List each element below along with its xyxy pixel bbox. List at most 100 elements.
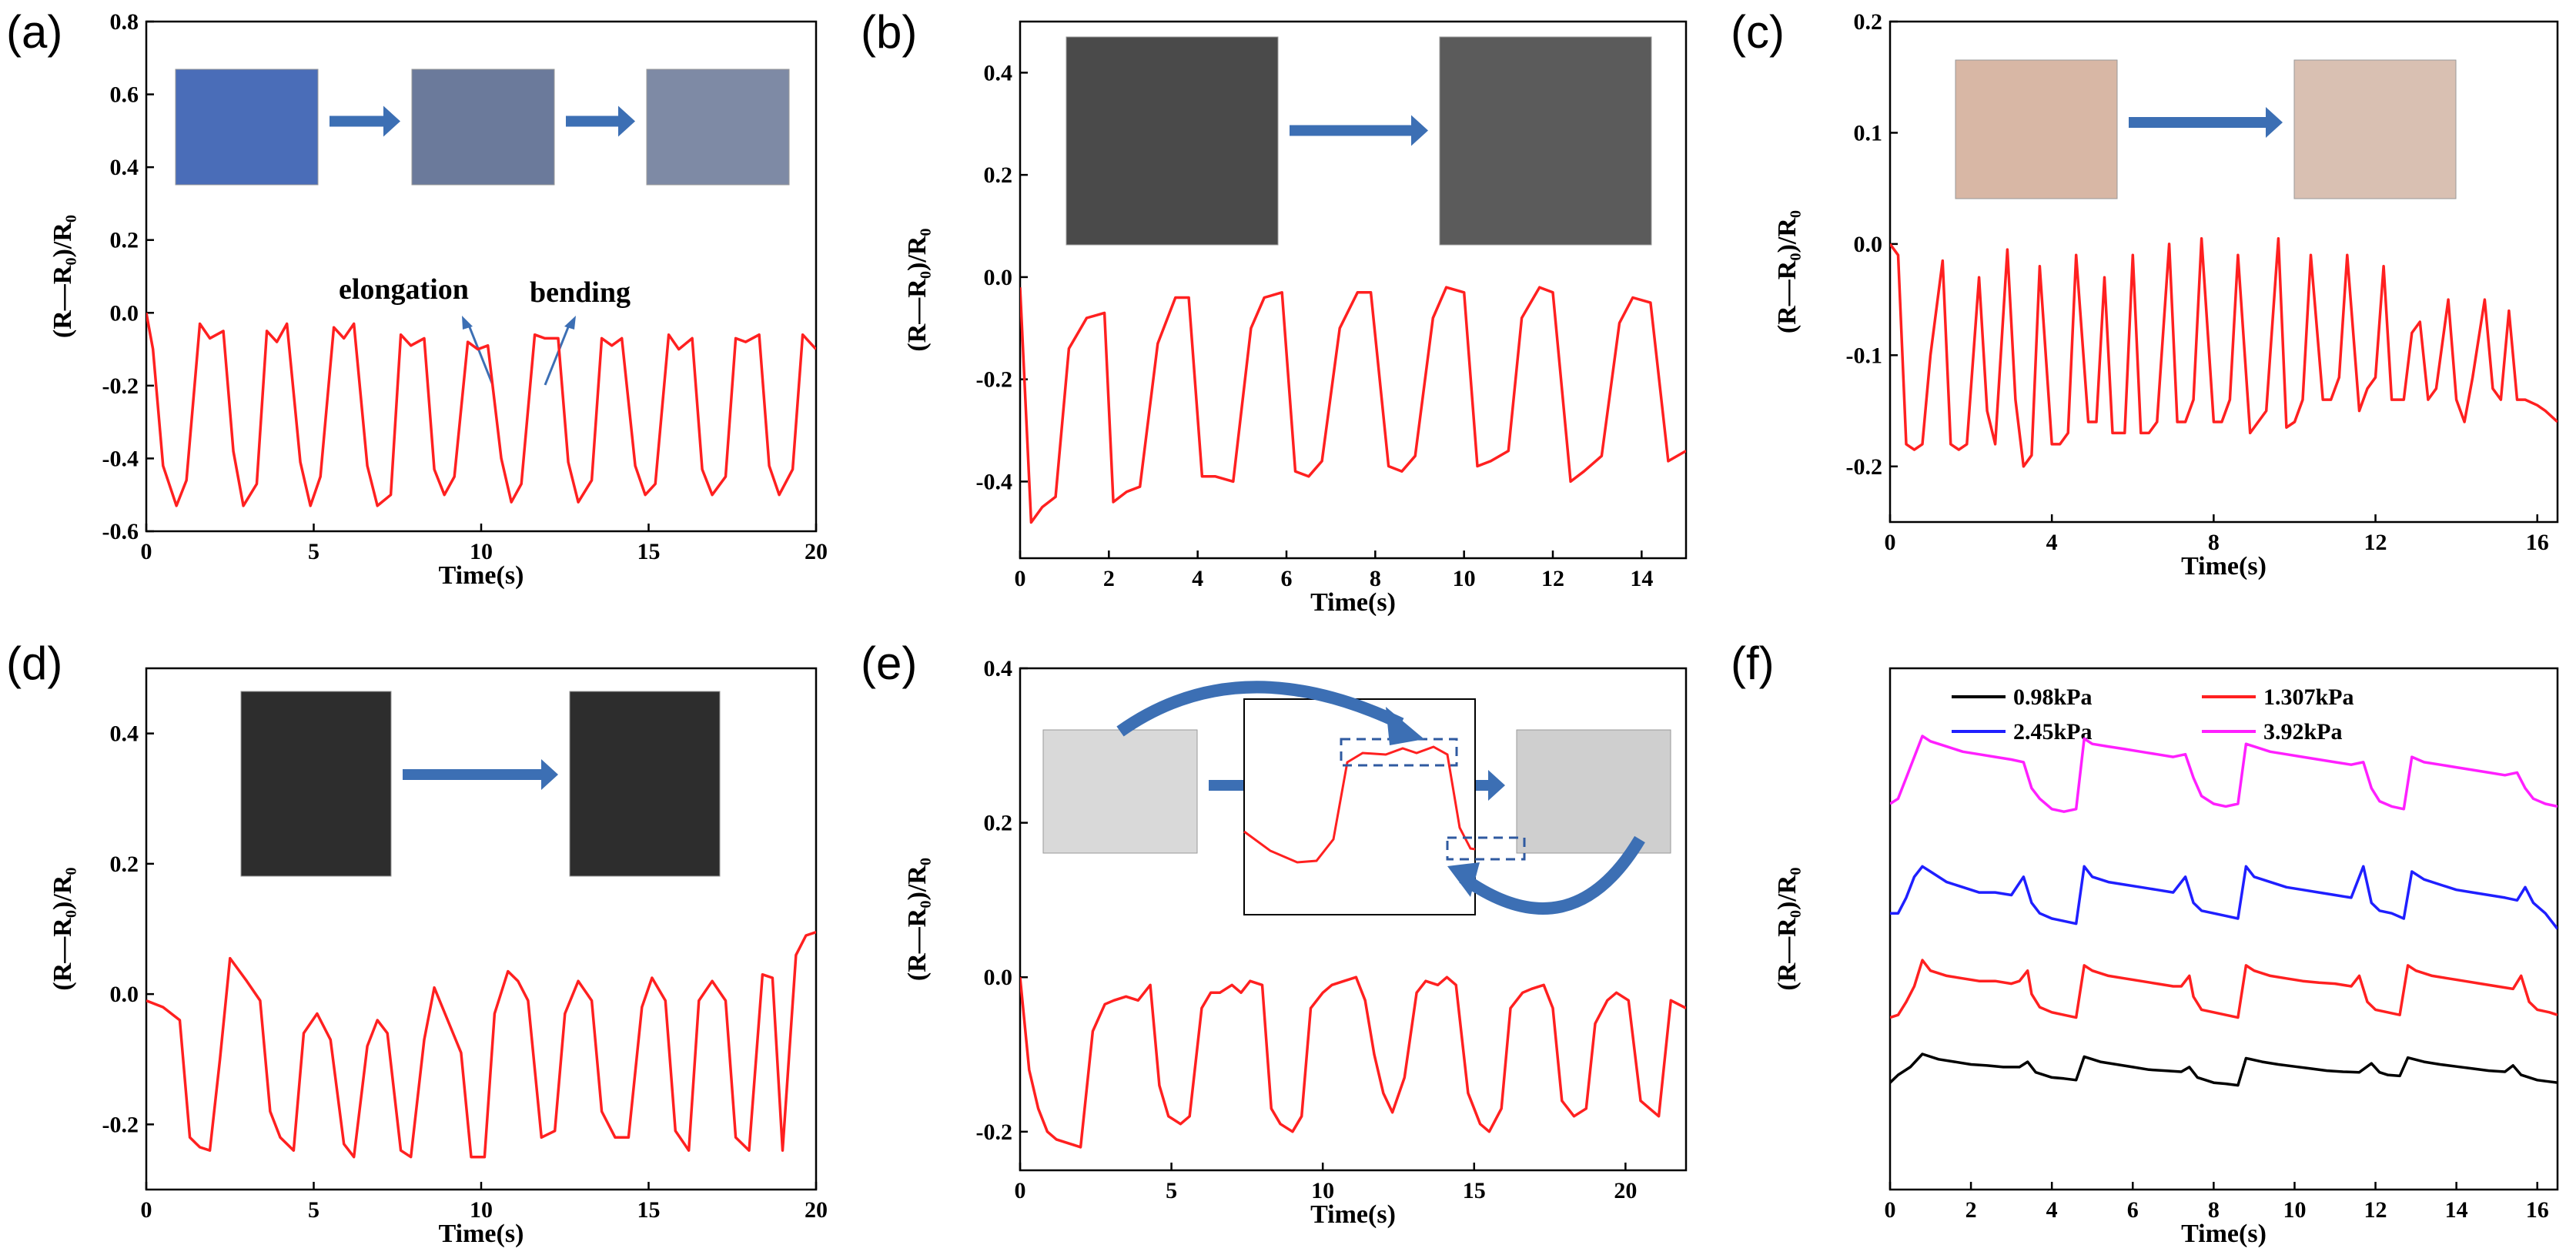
x-tick-label-a-4: 20 xyxy=(805,539,828,564)
x-tick-label-a-2: 10 xyxy=(470,539,493,564)
x-axis-label-c: Time(s) xyxy=(2181,552,2267,581)
x-tick-label-f-4: 8 xyxy=(2208,1197,2220,1223)
y-tick-label-b-0: -0.4 xyxy=(976,469,1013,494)
panel-c: (c) 0 4 8 12 16 -0.2 -0.1 0.0 0.1 0.2 Time(s) (R—R₀)… xyxy=(1725,0,2576,616)
x-tick-label-b-3: 6 xyxy=(1281,566,1293,591)
y-tick-label-c-3: 0.1 xyxy=(1854,120,1883,146)
annotation-arrowhead-bending xyxy=(564,316,576,330)
x-tick-label-f-8: 16 xyxy=(2526,1197,2549,1223)
x-tick-label-f-0: 0 xyxy=(1885,1197,1896,1223)
x-axis-label-e: Time(s) xyxy=(1310,1200,1396,1229)
y-axis-label-a: (R—R₀)/R₀ xyxy=(49,215,77,338)
inset-zoom-frame xyxy=(1243,698,1476,915)
x-tick-label-e-2: 10 xyxy=(1311,1178,1334,1203)
y-tick-label-a-6: 0.6 xyxy=(110,82,139,108)
x-tick-label-c-3: 12 xyxy=(2364,530,2387,555)
y-axis-label-d: (R—R₀)/R₀ xyxy=(49,867,77,990)
panel-letter-b: (b) xyxy=(861,6,917,58)
head-turned-photo xyxy=(569,691,721,877)
sensor-released-photo xyxy=(1042,729,1198,854)
x-tick-label-a-1: 5 xyxy=(308,539,319,564)
x-tick-label-f-5: 10 xyxy=(2283,1197,2306,1223)
x-tick-label-e-3: 15 xyxy=(1463,1178,1486,1203)
y-tick-label-c-0: -0.2 xyxy=(1846,454,1883,480)
x-tick-label-e-1: 5 xyxy=(1166,1178,1177,1203)
x-tick-label-c-0: 0 xyxy=(1885,530,1896,555)
panel-e: (e) 0 5 10 15 20 -0.2 0.0 0.2 0.4 Time(s) (R—R₀)/R₀ xyxy=(855,631,1709,1251)
transition-arrow-head-d-0 xyxy=(541,759,558,790)
x-tick-label-b-0: 0 xyxy=(1015,566,1026,591)
y-tick-label-d-2: 0.2 xyxy=(110,852,139,877)
x-tick-label-c-1: 4 xyxy=(2046,530,2058,555)
x-tick-label-d-4: 20 xyxy=(805,1197,828,1223)
series-line-b-0 xyxy=(1020,286,1686,524)
y-tick-label-c-4: 0.2 xyxy=(1854,9,1883,35)
chart-d: (d) 0 5 10 15 20 -0.2 0.0 0.2 0.4 Time(s) (R—R₀)/R₀ xyxy=(6,638,828,1248)
x-tick-label-b-1: 2 xyxy=(1103,566,1115,591)
finger-bent-photo xyxy=(646,69,790,186)
transition-arrow-head-a-0 xyxy=(383,105,400,137)
transition-arrow-head-e-0 xyxy=(1488,770,1505,801)
x-tick-label-c-4: 16 xyxy=(2526,530,2549,555)
annotation-arrowhead-elongation xyxy=(462,316,473,330)
legend-label-3: 3.92kPa xyxy=(2263,719,2343,745)
y-tick-label-c-2: 0.0 xyxy=(1854,232,1883,257)
annotation-arrow-elongation xyxy=(467,323,494,386)
y-tick-label-b-1: -0.2 xyxy=(976,367,1013,393)
curved-arrow-bottom-head xyxy=(1447,862,1480,897)
panel-letter-d: (d) xyxy=(6,638,62,689)
y-tick-label-d-0: -0.2 xyxy=(102,1112,139,1137)
x-tick-label-f-1: 2 xyxy=(1965,1197,1977,1223)
y-axis-label-b: (R—R₀)/R₀ xyxy=(903,228,932,351)
x-tick-label-e-0: 0 xyxy=(1015,1178,1026,1203)
y-tick-label-b-3: 0.2 xyxy=(984,162,1013,188)
finger-half-bent-photo xyxy=(411,69,555,186)
y-tick-label-a-7: 0.8 xyxy=(110,9,139,35)
x-tick-label-e-4: 20 xyxy=(1614,1178,1637,1203)
x-tick-label-f-2: 4 xyxy=(2046,1197,2058,1223)
series-line-e-0 xyxy=(1020,976,1686,1149)
legend-label-2: 2.45kPa xyxy=(2013,719,2093,745)
legend-label-0: 0.98kPa xyxy=(2013,684,2093,710)
y-tick-label-e-2: 0.2 xyxy=(984,811,1013,836)
eye-closed-photo xyxy=(2293,59,2457,199)
finger-straight-photo xyxy=(175,69,319,186)
x-tick-label-f-3: 6 xyxy=(2127,1197,2139,1223)
y-axis-label-f: (R—R₀)/R₀ xyxy=(1773,867,1802,990)
inset-highlight-pressed xyxy=(1340,738,1458,767)
x-axis-label-b: Time(s) xyxy=(1310,588,1396,616)
x-tick-label-f-6: 12 xyxy=(2364,1197,2387,1223)
y-tick-label-a-4: 0.2 xyxy=(110,228,139,253)
leg-straight-photo xyxy=(1066,36,1279,246)
chart-f: (f) 0 2 4 6 8 10 12 14 16 Time(s) (R—R₀)/R₀ 0.98kPa 1… xyxy=(1731,638,2559,1248)
inset-highlight-released xyxy=(1446,836,1526,861)
x-tick-label-d-0: 0 xyxy=(141,1197,152,1223)
series-line-f-1 xyxy=(1890,959,2558,1019)
y-tick-label-a-0: -0.6 xyxy=(102,519,139,544)
y-tick-label-b-2: 0.0 xyxy=(984,265,1013,290)
x-axis-label-d: Time(s) xyxy=(439,1220,524,1248)
chart-b: (b) 0 2 4 6 8 10 12 14 -0.4 -0.2 0.0 0.2 0.4 Time(s) (R… xyxy=(861,6,1688,617)
y-tick-label-a-1: -0.4 xyxy=(102,446,139,471)
y-tick-label-c-1: -0.1 xyxy=(1846,343,1883,368)
chart-c: (c) 0 4 8 12 16 -0.2 -0.1 0.0 0.1 0.2 Time(s) (R—R₀)… xyxy=(1731,6,2559,581)
x-tick-label-d-2: 10 xyxy=(470,1197,493,1223)
x-tick-label-a-3: 15 xyxy=(637,539,661,564)
y-axis-label-c: (R—R₀)/R₀ xyxy=(1773,210,1802,333)
chart-a: (a) 0 5 10 15 20 -0.6 -0.4 -0.2 0.0 0.2 0.4 0.6 0.8 Ti… xyxy=(6,6,828,590)
x-tick-label-b-4: 8 xyxy=(1370,566,1381,591)
x-tick-label-b-5: 10 xyxy=(1453,566,1476,591)
x-tick-label-d-3: 15 xyxy=(637,1197,661,1223)
x-tick-label-a-0: 0 xyxy=(141,539,152,564)
annotation-bending: bending xyxy=(530,276,631,309)
curved-arrow-top-head xyxy=(1386,707,1424,745)
transition-arrow-head-a-1 xyxy=(618,105,635,137)
series-line-a-0 xyxy=(146,312,816,507)
x-tick-label-b-7: 14 xyxy=(1630,566,1653,591)
y-axis-label-e: (R—R₀)/R₀ xyxy=(903,858,932,981)
y-tick-label-a-2: -0.2 xyxy=(102,373,139,399)
y-tick-label-e-0: -0.2 xyxy=(976,1119,1013,1145)
x-axis-label-a: Time(s) xyxy=(439,561,524,590)
x-tick-label-f-7: 14 xyxy=(2445,1197,2468,1223)
sensor-pressed-photo xyxy=(1516,729,1671,854)
